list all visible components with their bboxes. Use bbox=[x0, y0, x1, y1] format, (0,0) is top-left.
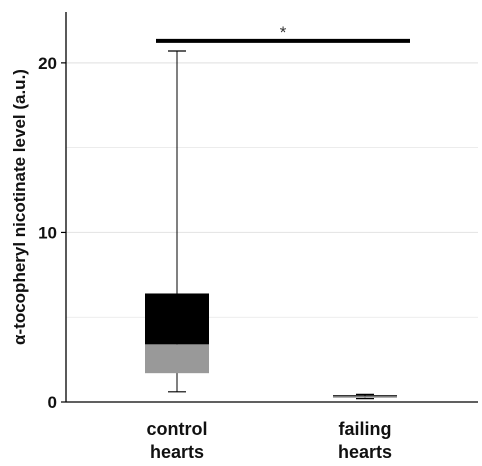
axis-layer bbox=[65, 12, 478, 403]
y-tick-label: 10 bbox=[38, 223, 57, 242]
x-category-label: failing bbox=[339, 419, 392, 439]
y-tick-label: 20 bbox=[38, 54, 57, 73]
x-category-label: control bbox=[147, 419, 208, 439]
y-tick-label: 0 bbox=[48, 393, 57, 412]
y-axis-title: α-tocopheryl nicotinate level (a.u.) bbox=[10, 69, 29, 345]
label-layer: α-tocopheryl nicotinate level (a.u.) 0 10… bbox=[10, 23, 392, 462]
box-lower-segment bbox=[333, 396, 397, 398]
marks-layer bbox=[145, 38, 410, 400]
box-upper-segment bbox=[333, 395, 397, 397]
grid-layer bbox=[66, 62, 478, 318]
x-category-label: hearts bbox=[338, 442, 392, 461]
box-upper-segment bbox=[145, 293, 209, 345]
x-category-label: hearts bbox=[150, 442, 204, 461]
significance-label: * bbox=[280, 23, 287, 42]
box-lower-segment bbox=[145, 344, 209, 374]
